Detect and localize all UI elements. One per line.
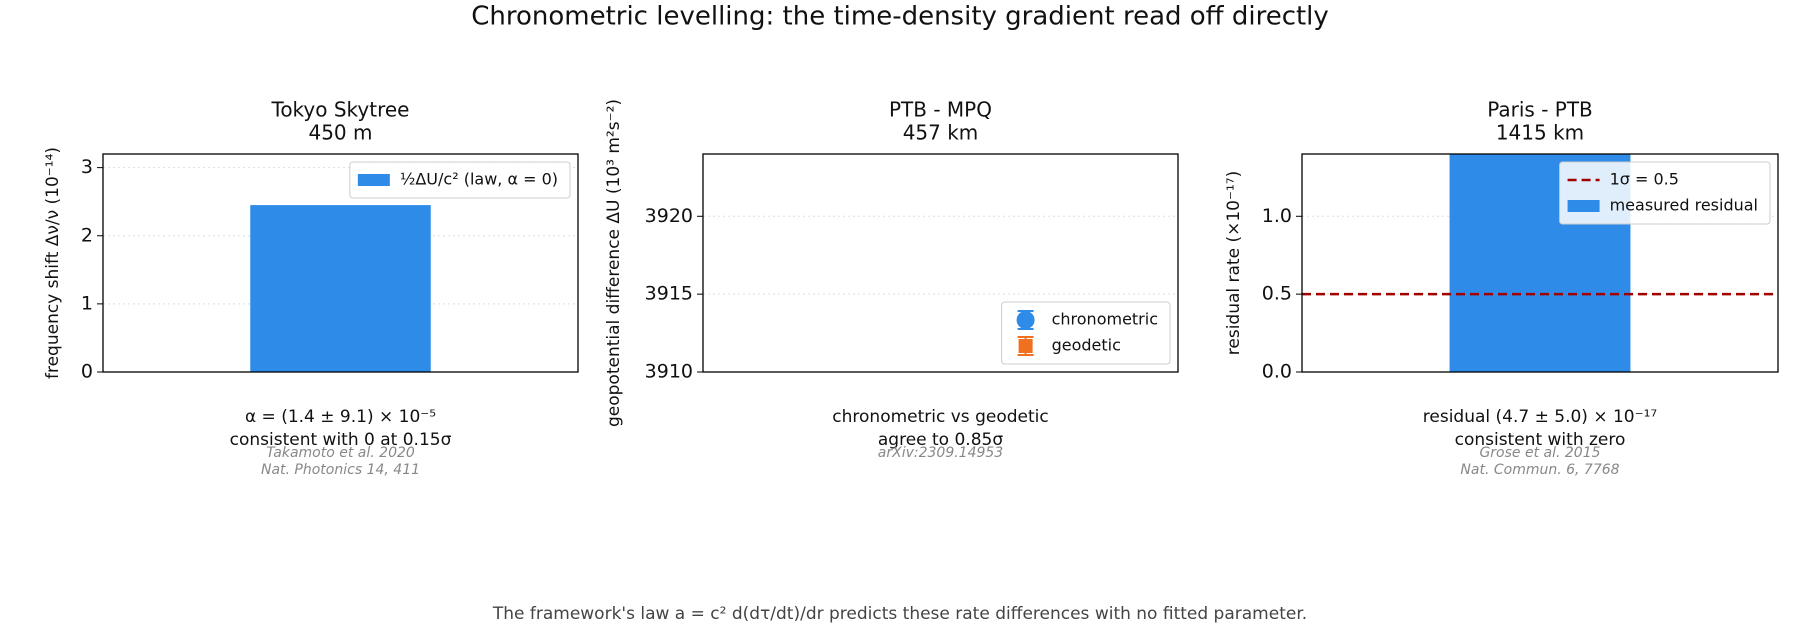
y-axis-label: geopotential difference ΔU (10³ m²s⁻²) [604, 99, 624, 427]
y-tick-label: 1 [81, 292, 93, 314]
legend-swatch [1016, 310, 1035, 330]
legend-patch [357, 174, 390, 186]
legend: chronometric geodetic [1001, 301, 1171, 365]
plot-area [250, 205, 431, 372]
citation: Takamoto et al. 2020 [266, 445, 415, 461]
citation: arXiv:2309.14953 [878, 445, 1003, 461]
legend-swatch [1017, 336, 1034, 356]
figure-title: Chronometric levelling: the time-density… [471, 2, 1329, 32]
y-tick-label: 0.0 [1262, 361, 1292, 383]
axes-frame [102, 153, 579, 373]
legend-swatch [357, 174, 390, 186]
annotation: consistent with 0 at 0.15σ [230, 430, 452, 450]
legend: 1σ = 0.5 measured residual [1559, 161, 1771, 225]
y-tick-label: 0 [81, 361, 93, 383]
annotation: agree to 0.85σ [878, 430, 1003, 450]
axes-frame [1301, 153, 1779, 373]
legend-marker [1018, 339, 1033, 353]
legend: ½ΔU/c² (law, α = 0) [349, 161, 571, 199]
legend-swatch [1567, 200, 1600, 212]
panel-title: PTB - MPQ [889, 98, 992, 122]
legend-label: measured residual [1610, 196, 1758, 215]
legend-label: geodetic [1052, 336, 1121, 355]
axes-frame [702, 153, 1179, 373]
y-tick-label: 2 [81, 224, 93, 246]
panel-subtitle: 457 km [903, 121, 979, 145]
citation: Nat. Photonics 14, 411 [261, 462, 420, 478]
y-tick-label: 3920 [645, 205, 693, 227]
legend-box [1559, 161, 1771, 225]
citation: Nat. Commun. 6, 7768 [1460, 462, 1619, 478]
annotation: α = (1.4 ± 9.1) × 10⁻⁵ [245, 407, 436, 427]
annotation: residual (4.7 ± 5.0) × 10⁻¹⁷ [1423, 407, 1658, 427]
panel-title: Paris - PTB [1487, 98, 1593, 122]
y-axis-label: frequency shift Δν/ν (10⁻¹⁴) [43, 147, 63, 379]
legend-marker [1016, 311, 1035, 329]
y-tick-label: 3915 [645, 283, 693, 305]
legend-label: 1σ = 0.5 [1610, 170, 1679, 189]
footnote: The framework's law a = c² d(dτ/dt)/dr p… [492, 604, 1307, 624]
bar [250, 205, 431, 372]
legend-box [349, 161, 571, 199]
y-axis-label: residual rate (×10⁻¹⁷) [1224, 171, 1244, 355]
y-tick-label: 3910 [645, 361, 693, 383]
y-tick-label: 1.0 [1262, 205, 1292, 227]
annotation: consistent with zero [1455, 430, 1626, 450]
panel-subtitle: 1415 km [1496, 121, 1584, 145]
y-tick-label: 3 [81, 156, 93, 178]
annotation: chronometric vs geodetic [832, 407, 1048, 427]
panel-subtitle: 450 m [308, 121, 372, 145]
legend-label: chronometric [1052, 310, 1158, 329]
y-tick-label: 0.5 [1262, 283, 1292, 305]
citation: Grose et al. 2015 [1479, 445, 1600, 461]
legend-label: ½ΔU/c² (law, α = 0) [400, 170, 558, 189]
panel-title: Tokyo Skytree [271, 98, 410, 122]
legend-box [1001, 301, 1171, 365]
legend-patch [1567, 200, 1600, 212]
